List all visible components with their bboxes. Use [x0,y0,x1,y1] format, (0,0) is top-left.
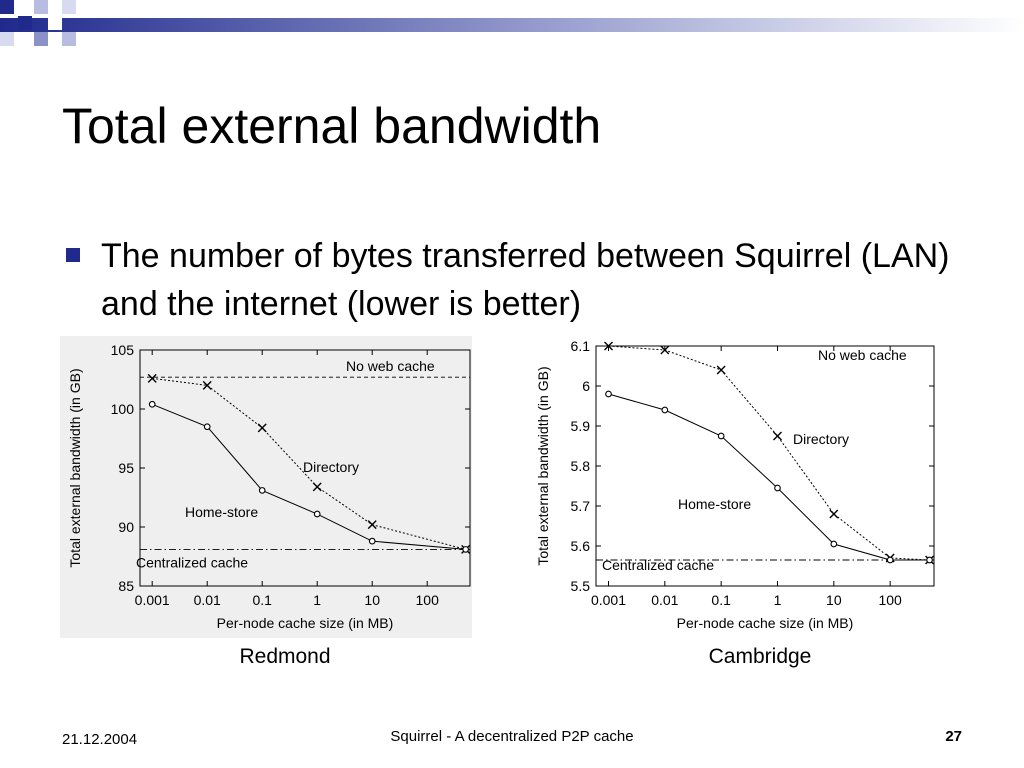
reference-line-label: No web cache [818,347,907,363]
caption-redmond: Redmond [239,645,331,668]
series-line [608,393,930,561]
data-point [926,556,933,564]
slide-title: Total external bandwidth [62,98,602,154]
data-point [716,365,726,375]
x-axis-label: Per-node cache size (in MB) [677,615,854,631]
series-label: Directory [793,431,849,447]
chart-cambridge: 5.5 5.6 5.7 5.8 5.9 6 6.1 0.001 0.01 0.1 1 10 100 Per… [528,336,944,638]
header-gradient-bar [0,18,1024,32]
x-axis-label: Per-node cache size (in MB) [217,615,394,631]
data-point [661,406,669,414]
x-tick-label: 0.01 [194,592,221,608]
reference-line-label: Centralized cache [136,554,248,570]
x-tick-label: 100 [878,592,902,608]
footer-title: Squirrel - A decentralized P2P cache [390,728,634,745]
series-label: Home-store [185,504,258,520]
data-point [773,431,782,441]
x-tick-label: 0.01 [651,592,678,608]
y-tick-label: 5.7 [571,498,591,514]
data-point [147,373,157,383]
data-point [258,487,266,494]
y-tick-label: 85 [118,578,134,594]
series-line [152,377,466,550]
y-tick-label: 6 [582,378,590,394]
y-tick-label: 95 [118,460,134,476]
x-tick-label: 10 [826,592,842,608]
data-point [202,380,212,390]
data-point [660,345,670,355]
data-point [605,390,612,398]
data-point [829,509,839,519]
x-tick-label: 0.001 [591,592,626,608]
x-tick-label: 10 [364,592,380,608]
footer-date: 21.12.2004 [62,731,138,748]
y-tick-label: 5.9 [571,418,591,434]
data-point [830,540,838,548]
data-point [774,484,781,492]
data-point [717,432,725,440]
x-tick-label: 100 [416,592,440,608]
slide-decoration [0,0,1024,46]
x-tick-label: 0.1 [711,592,731,608]
x-tick-label: 1 [774,592,782,608]
y-tick-label: 105 [111,342,135,358]
series-line [152,403,466,550]
chart-cambridge-svg: 5.5 5.6 5.7 5.8 5.9 6 6.1 0.001 0.01 0.1 1 10 100 Per… [535,338,935,631]
page-number: 27 [945,728,962,745]
y-tick-label: 5.8 [571,458,591,474]
chart-redmond: 85 90 95 100 105 0.001 0.01 0.1 1 10 100 Per-node c… [60,336,472,638]
reference-line-label: No web cache [346,358,435,374]
y-tick-label: 6.1 [571,338,591,354]
series-label: Home-store [678,496,751,512]
y-axis-label: Total external bandwidth (in GB) [67,368,83,567]
y-tick-label: 5.6 [571,538,591,554]
x-tick-label: 0.1 [252,592,272,608]
data-point [368,537,376,545]
plot-frame [595,345,935,587]
data-point [148,400,156,408]
data-point [203,423,211,431]
y-tick-label: 100 [111,401,135,417]
x-tick-label: 1 [313,592,321,608]
x-tick-label: 0.001 [135,592,170,608]
caption-cambridge: Cambridge [708,645,812,668]
series-label: Directory [303,459,359,475]
bullet-square-icon [66,248,80,262]
data-point [604,341,613,351]
chart-redmond-svg: 85 90 95 100 105 0.001 0.01 0.1 1 10 100 Per-node c… [67,342,471,631]
data-point [257,423,267,433]
reference-line-label: Centralized cache [602,557,714,573]
y-axis-label: Total external bandwidth (in GB) [535,366,551,565]
data-point [886,556,894,564]
data-point [367,520,377,530]
bullet-text: The number of bytes transferred between … [101,237,950,323]
y-tick-label: 90 [118,519,134,535]
data-point [462,546,469,553]
y-tick-label: 5.5 [571,578,591,594]
header-square-pattern [0,0,76,46]
series-line [608,345,930,561]
data-point [312,482,322,492]
data-point [313,510,321,518]
